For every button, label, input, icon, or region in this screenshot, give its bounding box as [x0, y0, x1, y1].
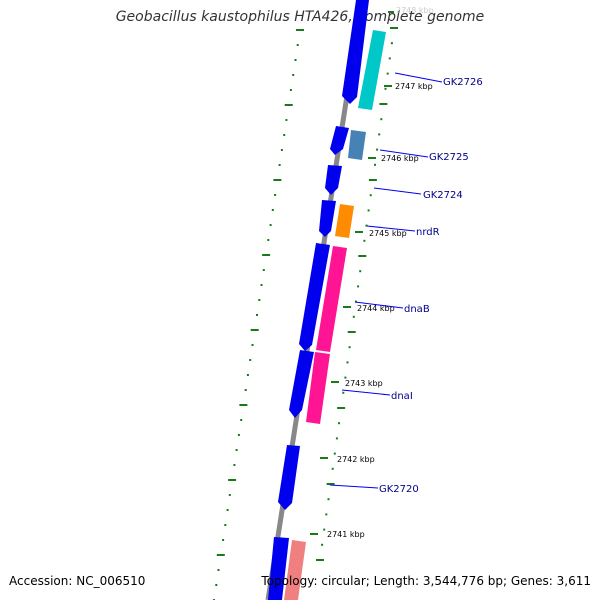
gene-GK2726[interactable]	[358, 30, 386, 110]
colored-genes	[284, 30, 386, 600]
kbp-label-2744: 2744 kbp	[357, 304, 395, 313]
gene-dnaI[interactable]	[306, 352, 330, 424]
gene-arrow-blue-1[interactable]	[342, 0, 369, 104]
gene-arrow-blue-4[interactable]	[319, 200, 336, 237]
kbp-label-2745: 2745 kbp	[369, 229, 407, 238]
gene-arrow-blue-5[interactable]	[299, 243, 330, 351]
gene-label-dnaI[interactable]: dnaI	[391, 391, 413, 402]
gene-GK2725[interactable]	[348, 130, 366, 160]
kbp-label-2742: 2742 kbp	[337, 455, 375, 464]
gene-arrow-blue-2[interactable]	[330, 126, 349, 155]
genome-summary-text: Topology: circular; Length: 3,544,776 bp…	[261, 574, 591, 588]
outer-tick-track	[213, 29, 304, 600]
blue-genes	[268, 0, 369, 600]
gene-arrow-blue-7[interactable]	[278, 445, 300, 510]
kbp-label-2746: 2746 kbp	[381, 154, 419, 163]
inner-tick-track	[316, 27, 398, 561]
kbp-label-2743: 2743 kbp	[345, 379, 383, 388]
gene-GK2741[interactable]	[284, 540, 306, 600]
gene-label-GK2725[interactable]: GK2725	[429, 152, 469, 163]
gene-nrdR[interactable]	[335, 204, 354, 238]
kbp-ticks: 2748 kbp 2747 kbp 2746 kbp 2745 kbp 2744…	[310, 6, 434, 539]
kbp-label-2741: 2741 kbp	[327, 530, 365, 539]
gene-arrow-blue-3[interactable]	[325, 165, 342, 195]
gene-dnaB[interactable]	[316, 246, 347, 352]
gene-labels: GK2726 GK2725 GK2724 nrdR dnaB dnaI GK27…	[329, 72, 483, 495]
kbp-label-2748: 2748 kbp	[396, 6, 434, 15]
kbp-label-2747: 2747 kbp	[395, 82, 433, 91]
accession-text: Accession: NC_006510	[9, 574, 146, 588]
gene-arrow-blue-8[interactable]	[268, 537, 289, 600]
gene-label-GK2720[interactable]: GK2720	[379, 484, 419, 495]
gene-label-nrdR[interactable]: nrdR	[416, 227, 440, 238]
gene-label-dnaB[interactable]: dnaB	[404, 304, 430, 315]
gene-label-GK2726[interactable]: GK2726	[443, 77, 483, 88]
gene-label-GK2724[interactable]: GK2724	[423, 190, 463, 201]
gene-arrow-blue-6[interactable]	[289, 350, 314, 418]
